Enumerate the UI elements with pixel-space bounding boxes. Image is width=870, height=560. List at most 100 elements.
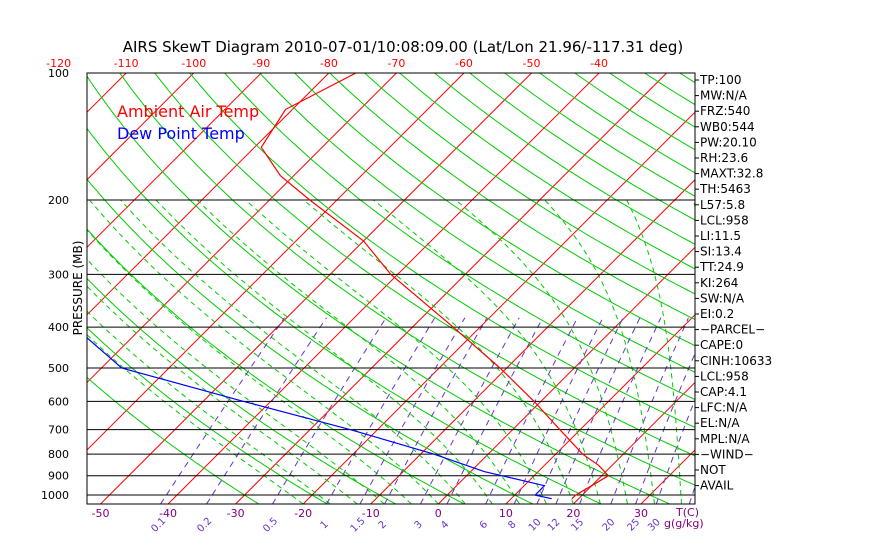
dew-point-temp-line: [87, 337, 552, 500]
mixing-ratio-line: [160, 317, 285, 504]
index-entry: WB0:544: [700, 120, 755, 134]
moist-adiabat-line: [87, 334, 304, 504]
bottom-temperature-tick: 0: [435, 507, 442, 520]
mixing-ratio-label: 12: [546, 517, 563, 534]
isotherm-line: [167, 73, 600, 504]
mixing-ratio-line: [384, 317, 488, 504]
dry-adiabat-line: [154, 73, 695, 457]
pressure-tick-label: 500: [48, 362, 69, 375]
index-entry: TP:100: [699, 73, 742, 87]
index-entry: TT:24.9: [699, 260, 744, 274]
moist-adiabat-line: [196, 199, 520, 504]
mixing-ratio-unit-label: g(g/kg): [664, 517, 704, 530]
dry-adiabat-line: [87, 75, 670, 504]
index-entry: SW:N/A: [700, 291, 745, 305]
mixing-ratio-label: 8: [506, 519, 518, 531]
bottom-temperature-tick: -40: [159, 507, 177, 520]
index-entry: MAXT:32.8: [700, 167, 763, 181]
pressure-tick-label: 400: [48, 321, 69, 334]
mixing-ratio-line: [579, 317, 662, 504]
dry-adiabat-line: [189, 73, 695, 428]
mixing-ratio-label: 3: [413, 519, 425, 531]
top-temperature-tick: -80: [320, 57, 338, 70]
pressure-tick-label: 800: [48, 448, 69, 461]
isotherm-line: [87, 73, 262, 248]
mixing-ratio-line: [359, 317, 466, 504]
moist-adiabat-line: [87, 258, 385, 504]
top-temperature-tick: -110: [114, 57, 139, 70]
top-temperature-tick: -60: [455, 57, 473, 70]
dry-adiabat-line: [259, 73, 695, 373]
pressure-tick-label: 300: [48, 268, 69, 281]
mixing-ratio-line: [272, 317, 387, 504]
index-entry: EI:0.2: [700, 307, 734, 321]
moist-adiabat-line: [89, 199, 439, 504]
dry-adiabat-line: [364, 73, 695, 295]
dry-adiabat-line: [87, 127, 602, 504]
index-entry: MPL:N/A: [700, 432, 750, 446]
bottom-temperature-tick: 10: [499, 507, 513, 520]
moist-adiabat-line: [373, 199, 601, 504]
dry-adiabat-line: [87, 178, 533, 504]
isotherm-line: [0, 73, 59, 504]
isotherm-line: [100, 73, 532, 504]
isotherm-line: [505, 314, 695, 504]
mixing-ratio-label: 4: [439, 519, 451, 531]
x-axis-unit-label: T(C): [675, 506, 699, 519]
mixing-ratio-line: [555, 317, 641, 504]
mixing-ratio-line: [420, 317, 520, 504]
index-entry: CAPE:0: [700, 338, 743, 352]
dry-adiabat-line: [399, 73, 695, 270]
index-entry: TH:5463: [699, 182, 751, 196]
mixing-ratio-line: [206, 317, 327, 504]
isotherm-line: [87, 73, 195, 181]
isotherm-line: [87, 73, 330, 316]
top-temperature-tick-labels: -120 -110 -100 -90 -80 -70 -60 -50 -40: [46, 57, 608, 70]
mixing-ratio-line: [446, 317, 544, 504]
legend-dew-point-temp: Dew Point Temp: [117, 124, 245, 143]
pressure-tick-label: 1000: [41, 489, 69, 502]
index-entry: CAP:4.1: [700, 385, 747, 399]
isotherm-line: [235, 73, 667, 504]
legend-ambient-air-temp: Ambient Air Temp: [117, 102, 259, 121]
pressure-tick-label: 900: [48, 470, 69, 483]
bottom-temperature-tick: 30: [634, 507, 648, 520]
index-entry: RH:23.6: [700, 151, 748, 165]
bottom-temperature-tick: -20: [294, 507, 312, 520]
mixing-ratio-label: 2: [377, 519, 389, 531]
dry-adiabat-line: [87, 228, 465, 504]
pressure-tick-label: 100: [48, 67, 69, 80]
moist-adiabat-line: [120, 199, 466, 504]
mixing-ratio-label: 6: [478, 519, 490, 531]
mixing-ratio-line: [513, 317, 604, 504]
dry-adiabat-line: [224, 73, 695, 401]
bottom-temperature-tick: -10: [362, 507, 380, 520]
index-entry: MW:N/A: [700, 89, 748, 103]
top-temperature-tick: -50: [523, 57, 541, 70]
index-entry: LCL:958: [700, 213, 749, 227]
index-entry: LCL:958: [700, 369, 749, 383]
mixing-ratio-line: [536, 317, 624, 504]
dry-adiabat-line: [329, 73, 695, 321]
dry-adiabat-line: [119, 73, 695, 486]
dry-adiabat-line: [87, 327, 328, 504]
top-temperature-tick: -90: [252, 57, 270, 70]
index-entry: AVAIL: [700, 479, 734, 493]
moist-adiabat-line: [87, 229, 412, 504]
bottom-temperature-tick: -50: [92, 507, 110, 520]
mixing-ratio-label: 10: [527, 517, 544, 534]
isotherm-line: [87, 73, 127, 113]
mixing-ratio-line: [326, 317, 436, 504]
moist-adiabat-line: [455, 199, 628, 504]
index-entry: LI:11.5: [700, 229, 741, 243]
moist-adiabat-line: [626, 199, 682, 504]
isotherm-line: [437, 246, 695, 504]
dry-adiabat-line: [750, 73, 870, 504]
index-entry: PW:20.10: [700, 135, 757, 149]
index-entry: SI:13.4: [700, 245, 742, 259]
index-entry: LFC:N/A: [700, 401, 748, 415]
series-layer: [87, 73, 610, 500]
isotherm-line: [87, 73, 465, 451]
pressure-tick-labels: 100 200 300 400 500 600 700 800 900 1000: [41, 67, 69, 502]
